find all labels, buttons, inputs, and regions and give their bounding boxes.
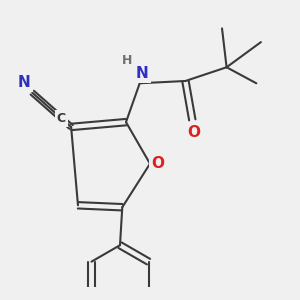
- Text: C: C: [56, 112, 66, 125]
- Text: O: O: [188, 125, 201, 140]
- Text: H: H: [122, 54, 132, 67]
- Text: O: O: [152, 156, 165, 171]
- Text: N: N: [18, 75, 30, 90]
- Text: N: N: [136, 66, 148, 81]
